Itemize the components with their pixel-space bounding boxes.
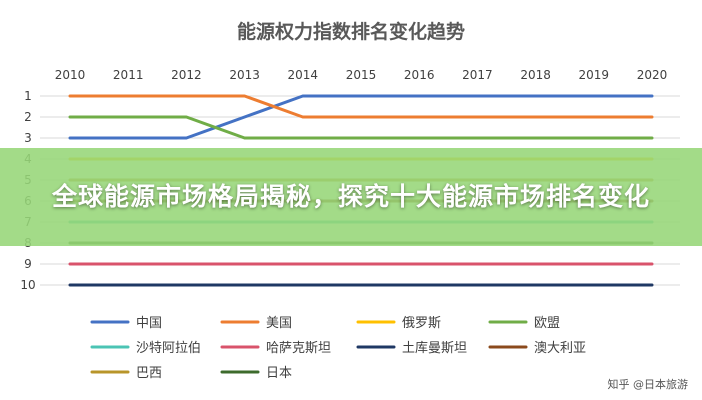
x-tick-label: 2015	[346, 68, 377, 82]
banner-title: 全球能源市场格局揭秘，探究十大能源市场排名变化	[51, 182, 650, 211]
x-tick-label: 2020	[637, 68, 668, 82]
y-tick-label: 1	[24, 89, 32, 103]
x-tick-label: 2017	[462, 68, 493, 82]
x-tick-label: 2012	[171, 68, 202, 82]
legend-label: 美国	[266, 316, 292, 331]
x-tick-label: 2014	[288, 68, 319, 82]
x-tick-label: 2013	[229, 68, 260, 82]
y-tick-label: 3	[24, 131, 32, 145]
x-tick-label: 2018	[520, 68, 551, 82]
legend-label: 日本	[266, 366, 292, 381]
x-tick-label: 2011	[113, 68, 144, 82]
legend-label: 沙特阿拉伯	[136, 341, 201, 356]
series-line	[68, 94, 654, 140]
chart-title: 能源权力指数排名变化趋势	[237, 20, 465, 43]
legend-label: 巴西	[136, 366, 162, 381]
y-tick-label: 9	[24, 257, 32, 271]
legend-label: 俄罗斯	[402, 316, 441, 331]
overlay-banner: 全球能源市场格局揭秘，探究十大能源市场排名变化	[0, 148, 702, 246]
x-tick-label: 2010	[55, 68, 86, 82]
y-tick-label: 10	[20, 278, 35, 292]
x-tick-label: 2019	[579, 68, 610, 82]
series-line	[68, 94, 654, 119]
x-tick-label: 2016	[404, 68, 435, 82]
legend-label: 土库曼斯坦	[402, 340, 467, 356]
legend-label: 欧盟	[534, 316, 560, 331]
watermark: 知乎 @日本旅游	[607, 378, 689, 391]
y-tick-label: 2	[24, 110, 32, 124]
legend-label: 哈萨克斯坦	[266, 341, 331, 356]
legend-label: 中国	[136, 316, 162, 331]
legend-label: 澳大利亚	[534, 340, 586, 356]
x-axis-tick-labels: 2010 2011 2012 2013 2014 2015 2016 2017 2018 2019…	[55, 68, 668, 82]
series-line	[68, 115, 654, 140]
